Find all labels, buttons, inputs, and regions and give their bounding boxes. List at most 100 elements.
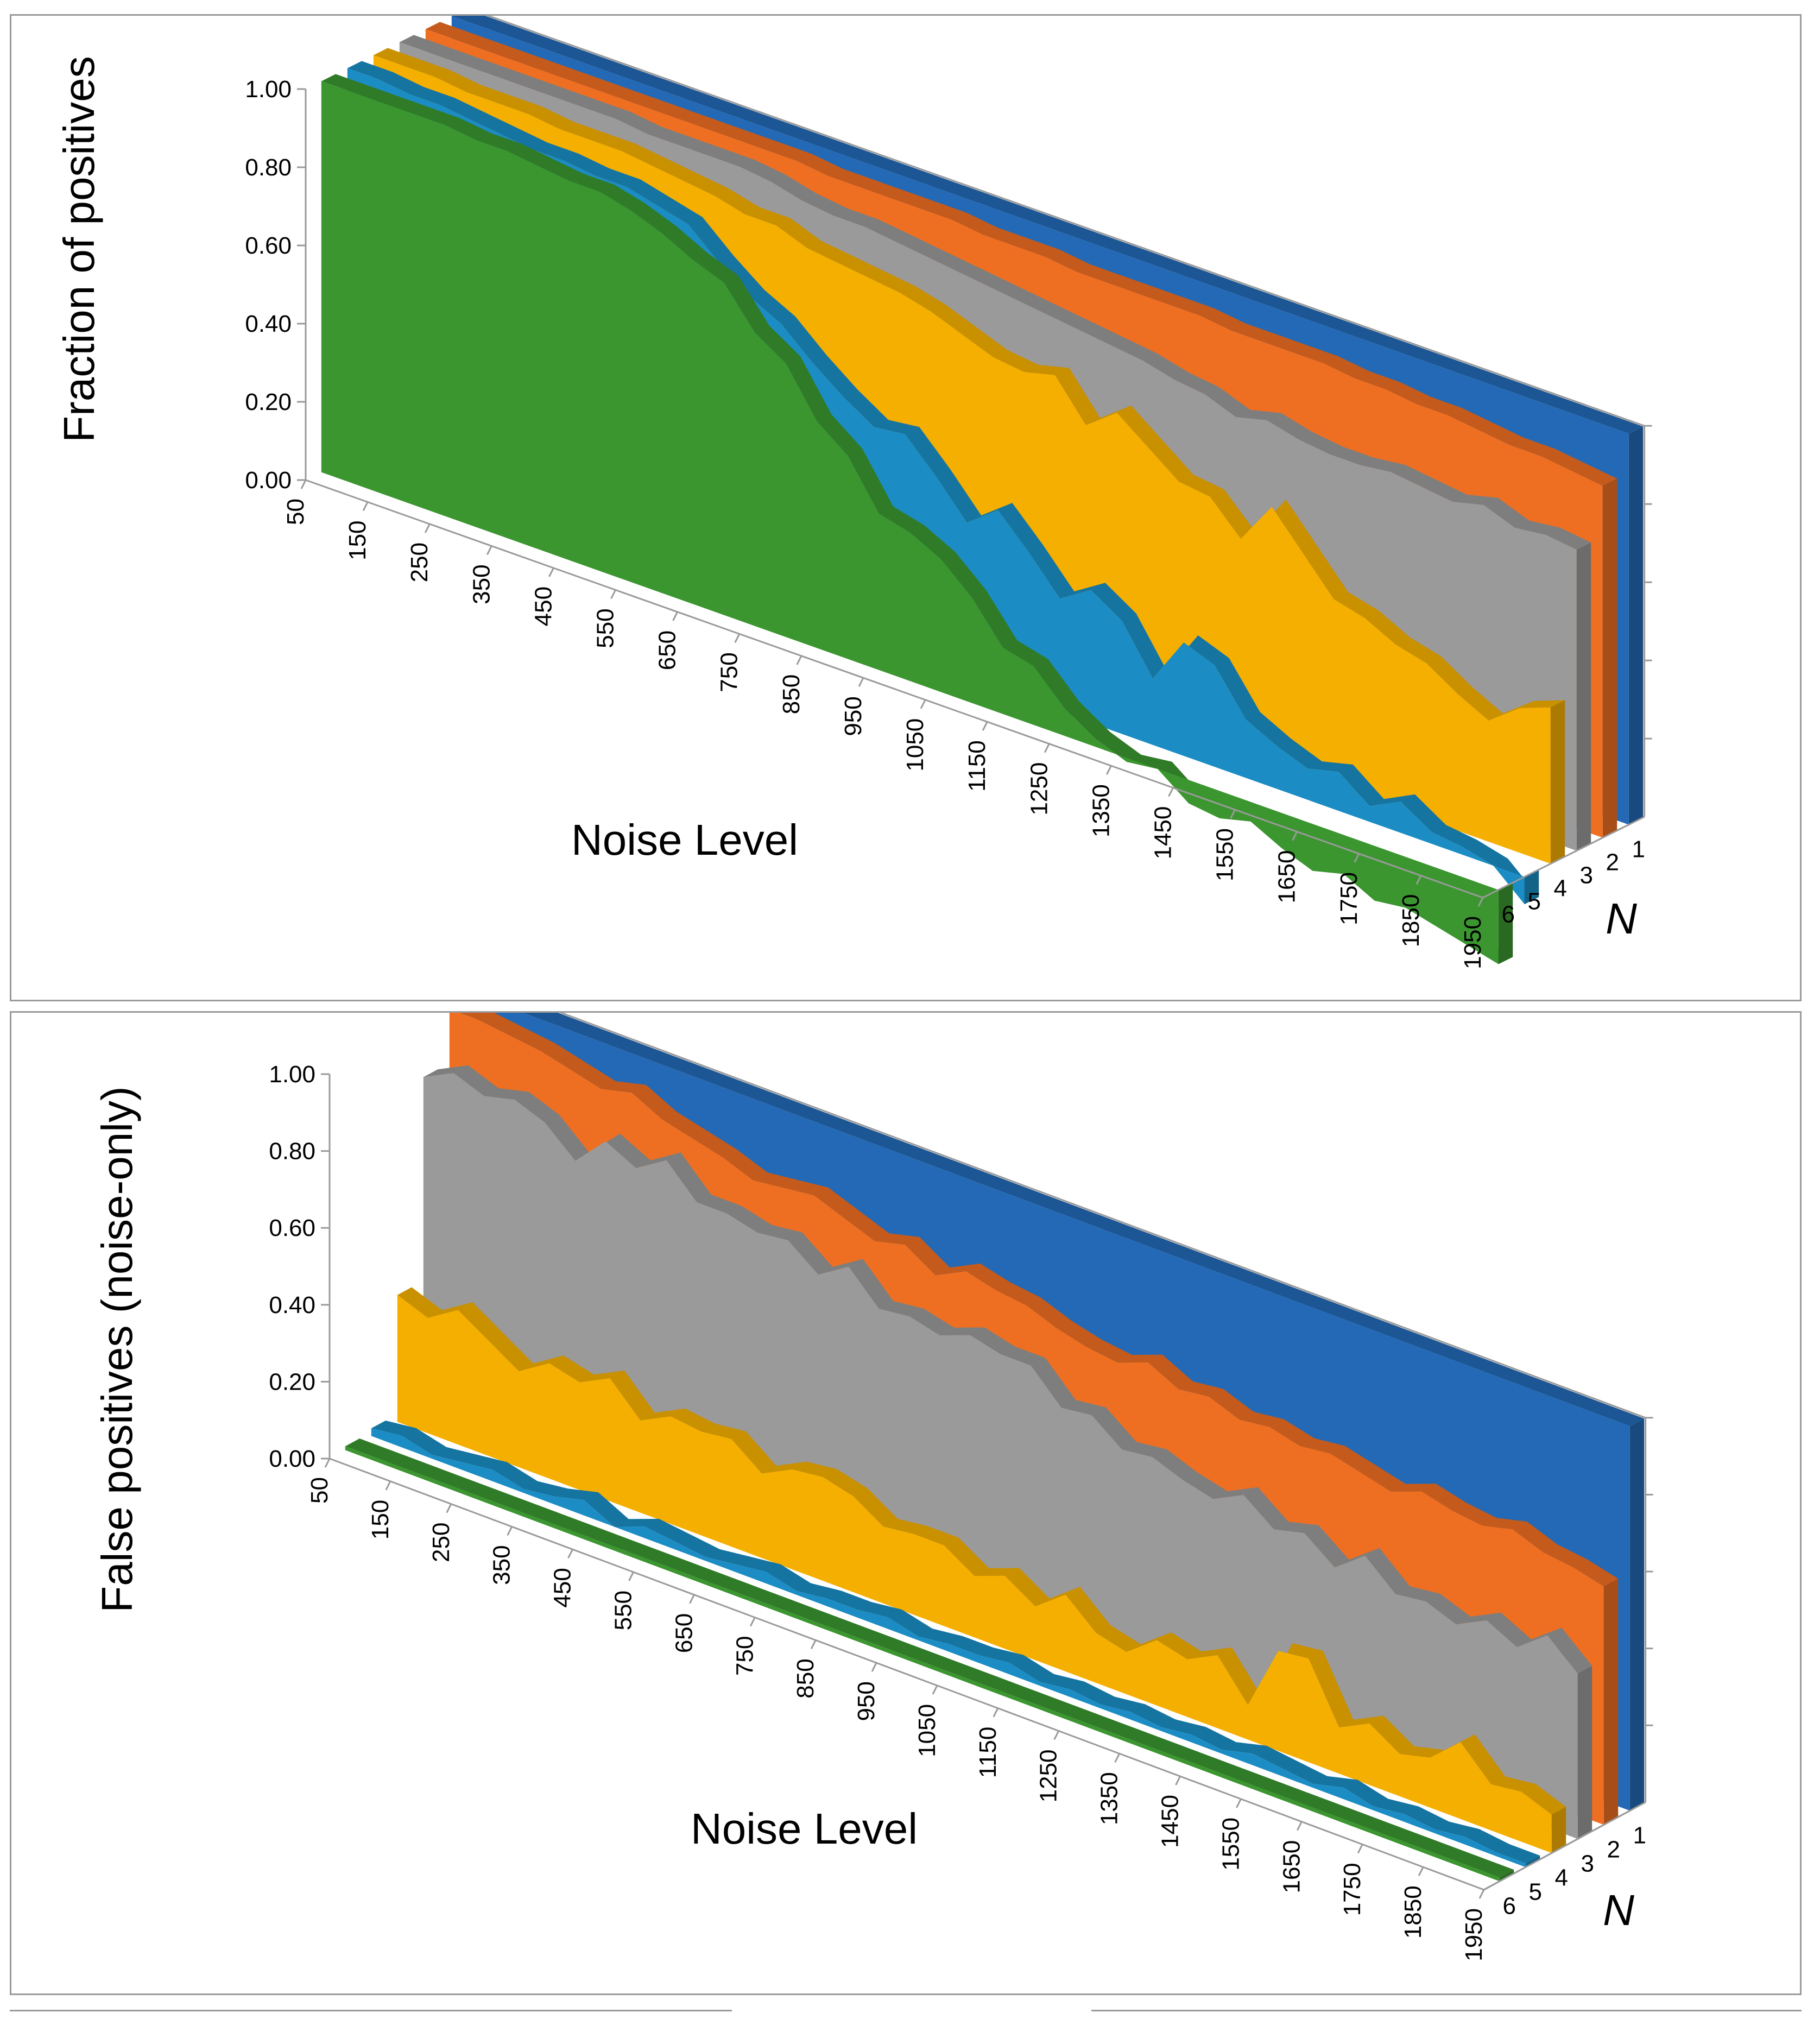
x-tick-label: 450 xyxy=(549,1568,576,1607)
series-ridge-N1 xyxy=(451,16,1644,434)
x-tick-mark xyxy=(1114,1753,1120,1763)
x-tick-label: 1350 xyxy=(1088,784,1114,837)
x-tick-label: 150 xyxy=(367,1500,394,1540)
x-tick-mark xyxy=(507,1526,513,1536)
series-cap-N1 xyxy=(1629,1418,1645,1811)
x-tick-label: 1150 xyxy=(975,1727,1001,1778)
x-tick-label: 1850 xyxy=(1398,894,1424,948)
x-axis-line xyxy=(329,1458,1484,1891)
y-tick-label: 0.40 xyxy=(269,1292,315,1318)
y-tick-label: 0.00 xyxy=(269,1446,315,1472)
y-axis: 0.00 0.20 0.40 0.60 0.80 1.00 xyxy=(245,76,307,494)
x-tick-label: 1150 xyxy=(964,740,990,792)
x-tick-label: 550 xyxy=(610,1591,636,1630)
y-axis-title: Fraction of positives xyxy=(55,56,103,442)
x-tick-label: 750 xyxy=(716,652,743,692)
y-tick-label: 1.00 xyxy=(245,76,292,103)
x-tick-label: 1050 xyxy=(914,1704,940,1757)
series-cap-N2 xyxy=(1603,1579,1619,1825)
series-cap-N3 xyxy=(1577,1665,1592,1839)
n-tick-label: 6 xyxy=(1503,1892,1516,1919)
y-tick-label: 0.60 xyxy=(269,1215,315,1241)
n-tick-label: 2 xyxy=(1607,1836,1620,1863)
x-tick-label: 650 xyxy=(671,1613,697,1653)
n-tick-label: 4 xyxy=(1554,875,1567,902)
series-ridge-N5 xyxy=(347,61,1539,904)
series-N6 xyxy=(321,74,1513,964)
y-tick-label: 0.80 xyxy=(245,154,292,181)
y-tick-label: 0.20 xyxy=(269,1368,315,1395)
x-tick-label: 1450 xyxy=(1149,806,1176,860)
x-tick-label: 1750 xyxy=(1336,872,1362,925)
x-tick-mark xyxy=(548,567,554,577)
x-tick-label: 50 xyxy=(282,499,309,525)
series-cap-N4 xyxy=(1550,700,1565,864)
x-tick-mark xyxy=(385,1481,391,1491)
x-tick-mark xyxy=(446,1503,452,1513)
x-tick-label: 650 xyxy=(654,630,681,670)
x-tick-label: 550 xyxy=(592,608,619,648)
x-axis-line xyxy=(305,479,1483,899)
x-tick-mark xyxy=(1175,1776,1181,1785)
x-tick-label: 350 xyxy=(489,1545,515,1585)
series-ridge-N2 xyxy=(459,1013,1619,1587)
series-face-N4 xyxy=(397,1295,1552,1853)
x-tick-mark xyxy=(610,589,616,600)
n-tick-label: 3 xyxy=(1581,1850,1594,1877)
series-cap-N4 xyxy=(1551,1807,1566,1853)
x-tick-mark xyxy=(796,655,802,665)
y-tick-label: 0.00 xyxy=(245,467,292,494)
x-tick-mark xyxy=(1292,831,1298,841)
series-cap-N2 xyxy=(1602,478,1617,838)
series-cap-N3 xyxy=(1576,542,1591,851)
x-tick-mark xyxy=(486,545,492,556)
y-tick-label: 0.60 xyxy=(245,232,292,259)
series-face-N6 xyxy=(345,1446,1500,1882)
series-face-N6 xyxy=(321,81,1499,964)
fraction-of-positives-chart: 0.000.200.400.600.801.005015025035045055… xyxy=(55,16,1652,969)
x-tick-mark xyxy=(424,523,431,533)
x-tick-mark xyxy=(362,501,369,512)
frame-stub-right xyxy=(1091,2010,1802,2019)
y-tick-label: 0.20 xyxy=(245,389,292,415)
x-axis-title: Noise Level xyxy=(691,1805,918,1853)
x-tick-label: 1050 xyxy=(902,718,928,772)
series-cap-N5 xyxy=(1525,1856,1540,1867)
x-tick-label: 950 xyxy=(840,696,867,736)
series-ridge-N6 xyxy=(345,1438,1514,1878)
series-N3 xyxy=(423,1065,1592,1839)
x-tick-mark xyxy=(982,721,988,731)
x-tick-mark xyxy=(1296,1821,1303,1831)
chart-panel-bottom: 0.00 0.20 0.40 0.60 0.80 1.00 50 150 250 350 450 55… xyxy=(10,1011,1802,1995)
false-positives-chart: 0.000.200.400.600.801.005015025035045055… xyxy=(93,1013,1653,1961)
series-cap-N6 xyxy=(1499,1870,1514,1882)
x-tick-mark xyxy=(1106,765,1112,775)
x-tick-mark xyxy=(1236,1799,1242,1808)
x-tick-label: 1350 xyxy=(1096,1772,1123,1825)
x-tick-label: 850 xyxy=(792,1658,819,1698)
n-tick-label: 1 xyxy=(1632,836,1645,863)
n-tick-label: 3 xyxy=(1580,862,1593,889)
n-tick-label: 5 xyxy=(1529,1878,1542,1905)
x-tick-mark xyxy=(749,1617,756,1627)
x-tick-label: 1450 xyxy=(1157,1795,1184,1848)
y-axis: 0.00 0.20 0.40 0.60 0.80 1.00 xyxy=(269,1061,331,1472)
x-tick-label: 1250 xyxy=(1035,1749,1062,1802)
x-tick-label: 1550 xyxy=(1217,1818,1244,1871)
y-tick-label: 1.00 xyxy=(269,1061,315,1088)
x-tick-mark xyxy=(324,1458,331,1468)
x-tick-mark xyxy=(810,1639,817,1649)
x-tick-label: 450 xyxy=(530,586,557,626)
x-tick-mark xyxy=(1168,787,1174,797)
y-tick-label: 0.80 xyxy=(269,1138,315,1165)
series-N5 xyxy=(371,1420,1540,1867)
z-axis-title: N xyxy=(1606,894,1637,943)
series-N4 xyxy=(397,1287,1566,1853)
x-tick-mark xyxy=(1053,1730,1060,1740)
n-tick-label: 5 xyxy=(1528,888,1541,915)
frame-stub-left xyxy=(10,2010,732,2019)
x-tick-mark xyxy=(1230,809,1236,819)
series-N6 xyxy=(345,1438,1514,1882)
